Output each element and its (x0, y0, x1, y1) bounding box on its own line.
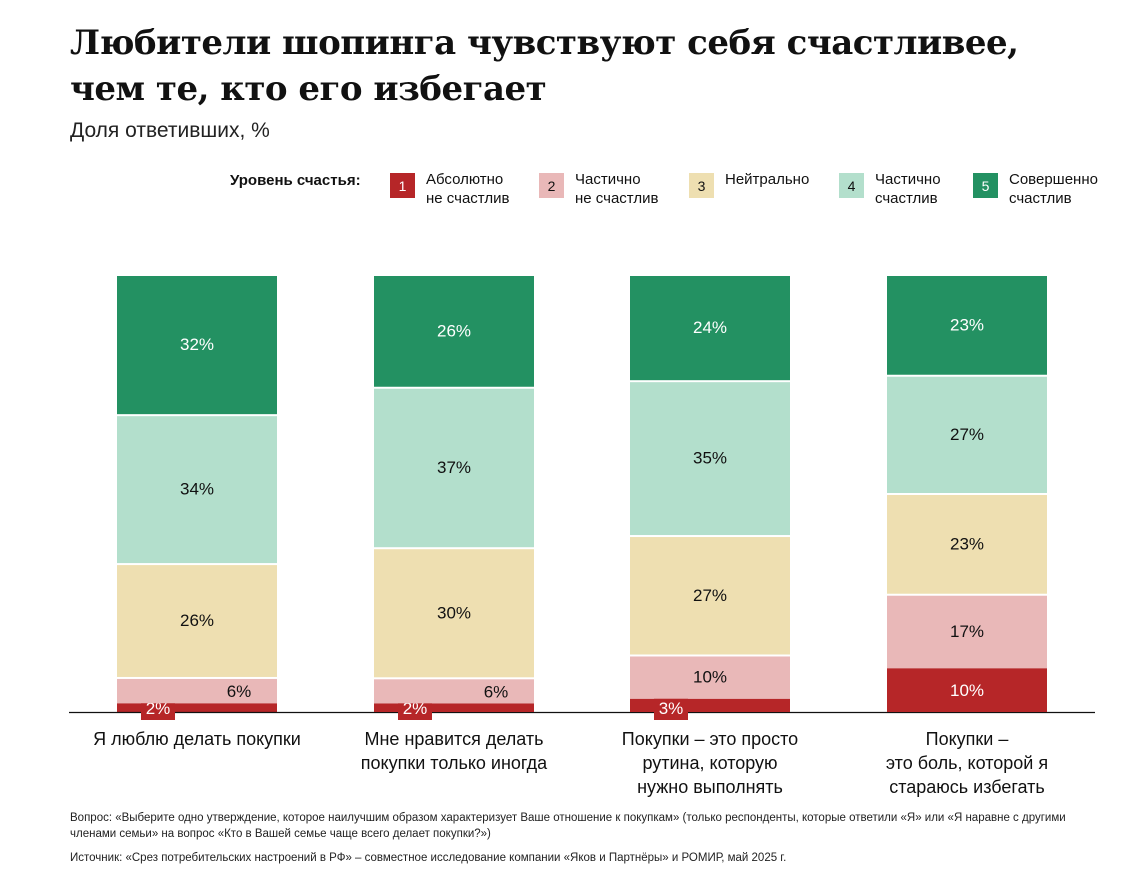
data-label-4-1: 10% (950, 681, 984, 700)
bar-segment-2-4 (374, 388, 534, 548)
category-label-1: Я люблю делать покупки (93, 729, 301, 749)
bar-segment-3-2 (630, 656, 790, 699)
bar-segment-4-1 (887, 668, 1047, 712)
chart-title: Любители шопинга чувствуют себя счастлив… (70, 23, 1019, 109)
data-label-3-2: 10% (693, 668, 727, 687)
data-label-1-2: 6% (227, 682, 252, 701)
legend-label-5: Совершенно счастлив (1009, 171, 1098, 207)
bar-segment-1-2 (117, 678, 277, 704)
legend-label-3: Нейтрально (725, 171, 810, 188)
bar-segment-3-3 (630, 537, 790, 655)
data-label-2-1: 2% (403, 699, 428, 718)
bar-segment-1-4 (117, 416, 277, 564)
category-label-4: Покупки – это боль, которой я стараюсь и… (885, 729, 1049, 797)
data-label-4-2: 17% (950, 622, 984, 641)
data-label-3-4: 35% (693, 449, 727, 468)
source-note: Источник: «Срез потребительских настроен… (70, 852, 787, 864)
data-label-4-4: 27% (950, 425, 984, 444)
legend-title: Уровень счастья: (230, 172, 361, 189)
data-label-1-3: 26% (180, 611, 214, 630)
bar-segment-4-5 (887, 276, 1047, 375)
data-label-1-1: 2% (146, 699, 171, 718)
data-label-2-2: 6% (484, 682, 509, 701)
data-label-4-5: 23% (950, 315, 984, 334)
data-label-3-5: 24% (693, 318, 727, 337)
legend-label-4: Частично счастлив (875, 171, 941, 207)
data-label-badge-3-1 (654, 698, 688, 720)
bar-segment-3-5 (630, 276, 790, 381)
category-label-3: Покупки – это просто рутина, которую нуж… (621, 729, 799, 797)
legend-label-2: Частично не счастлив (575, 171, 659, 207)
data-label-badge-2-1 (398, 698, 432, 720)
legend-swatch-5: 5 (973, 173, 998, 198)
legend-swatch-2: 2 (539, 173, 564, 198)
legend-swatch-3: 3 (689, 173, 714, 198)
data-label-2-5: 26% (437, 321, 471, 340)
data-label-2-3: 30% (437, 603, 471, 622)
question-note: Вопрос: «Выберите одно утверждение, кото… (70, 812, 1066, 840)
data-label-1-4: 34% (180, 480, 214, 499)
bar-segment-1-1 (117, 703, 277, 712)
chart-subtitle: Доля ответивших, % (70, 119, 270, 142)
data-label-3-3: 27% (693, 586, 727, 605)
data-label-3-1: 3% (659, 699, 684, 718)
bar-segment-2-1 (374, 703, 534, 712)
legend-swatch-1: 1 (390, 173, 415, 198)
category-label-2: Мне нравится делать покупки только иногд… (360, 729, 548, 773)
legend-swatch-4: 4 (839, 173, 864, 198)
data-label-badge-1-1 (141, 698, 175, 720)
bar-segment-3-4 (630, 382, 790, 536)
data-label-2-4: 37% (437, 458, 471, 477)
bar-segment-2-5 (374, 276, 534, 387)
bar-segment-4-2 (887, 595, 1047, 669)
bar-segment-2-3 (374, 549, 534, 678)
bar-segment-4-3 (887, 495, 1047, 594)
legend: Уровень счастья: 1 Абсолютно не счастлив… (0, 170, 1129, 220)
bar-segment-1-3 (117, 565, 277, 677)
bar-segment-2-2 (374, 679, 534, 704)
data-label-4-3: 23% (950, 534, 984, 553)
legend-label-1: Абсолютно не счастлив (426, 171, 510, 207)
bar-segment-4-4 (887, 376, 1047, 493)
bar-segment-1-5 (117, 276, 277, 415)
data-label-1-5: 32% (180, 335, 214, 354)
